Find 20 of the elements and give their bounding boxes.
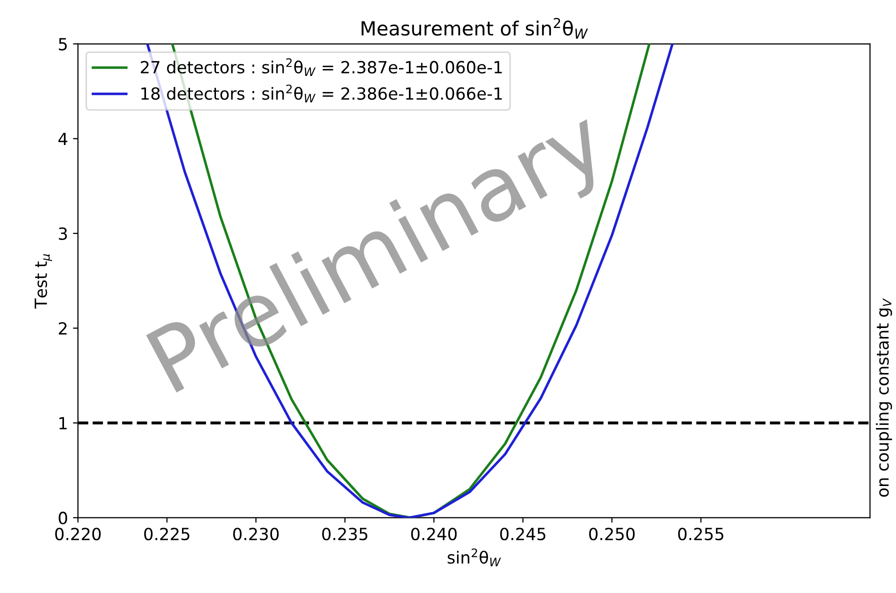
x-tick-label: 0.250 [589,528,635,540]
x-tick-label: 0.225 [144,528,190,540]
text: on coupling constant g$_{V}$ [876,298,892,497]
y-tick-label: 4 [58,132,68,145]
y-tick-label: 1 [59,417,67,430]
x-tick-label: 0.240 [411,528,457,540]
y-tick-label: 3 [58,227,67,240]
x-tick-label: 0.245 [500,528,546,540]
y-tick-label: 5 [58,38,67,50]
x-tick-label: 0.230 [233,528,279,540]
y-tick-label: 2 [58,322,67,334]
chart-title: Measurement of sin$^{2}$θ$_{W}$ [362,18,588,39]
legend-label: 27 detectors : sin$^{2}$θ$_{W}$ = 2.387e-1±0.060e-1 [140,58,502,76]
x-tick-label: 0.220 [55,528,101,540]
legend-label: 18 detectors : sin$^{2}$θ$_{W}$ = 2.386e-1±0.066e-1 [141,84,502,102]
x-tick-label: 0.235 [322,528,368,540]
x-tick-label: 0.255 [678,528,724,540]
y-tick-label: 0 [58,512,68,524]
x-axis-title: sin$^{2}$θ$_{W}$ [448,548,501,566]
y-axis-title: Test t$_{μ}$ [34,254,52,309]
